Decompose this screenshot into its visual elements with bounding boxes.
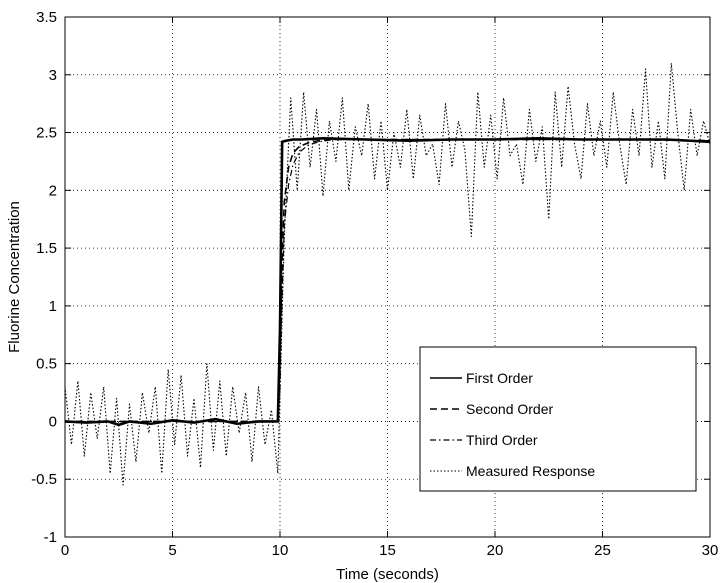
y-tick-label: 1 — [49, 298, 57, 315]
y-tick-label: 1.5 — [36, 240, 57, 257]
legend: First Order Second Order Third Order Measur… — [419, 346, 697, 492]
y-tick-label: -1 — [44, 529, 57, 546]
x-tick-label: 15 — [379, 542, 396, 559]
legend-entries: First Order Second Order Third Order Measur… — [430, 370, 595, 479]
y-tick-label: 0 — [49, 413, 57, 430]
x-tick-label: 30 — [702, 542, 719, 559]
x-tick-label: 10 — [272, 542, 289, 559]
y-tick-label: 3.5 — [36, 9, 57, 26]
y-tick-label: 2.5 — [36, 125, 57, 142]
x-tick-label: 20 — [487, 542, 504, 559]
legend-box — [419, 346, 697, 492]
x-tick-label: 5 — [168, 542, 176, 559]
y-tick-label: -0.5 — [31, 471, 57, 488]
legend-label-third-order: Third Order — [466, 432, 538, 448]
x-axis-title: Time (seconds) — [336, 566, 439, 583]
y-tick-label: 2 — [49, 182, 57, 199]
series-group — [64, 62, 711, 486]
y-tick-label: 3 — [49, 67, 57, 84]
x-tick-label: 0 — [61, 542, 69, 559]
ticks — [64, 16, 711, 538]
series-line-third-order — [65, 138, 711, 423]
y-axis-title: Fluorine Concentration — [6, 201, 23, 353]
x-tick-label: 25 — [594, 542, 611, 559]
y-tick-label: 0.5 — [36, 356, 57, 373]
tick-labels: 0 5 10 15 20 25 30 -1 -0.5 0 0.5 1 1.5 2 2.5 3 3.5 — [31, 9, 718, 559]
legend-label-first-order: First Order — [466, 370, 533, 386]
legend-label-measured-response: Measured Response — [466, 463, 595, 479]
legend-label-second-order: Second Order — [466, 401, 553, 417]
